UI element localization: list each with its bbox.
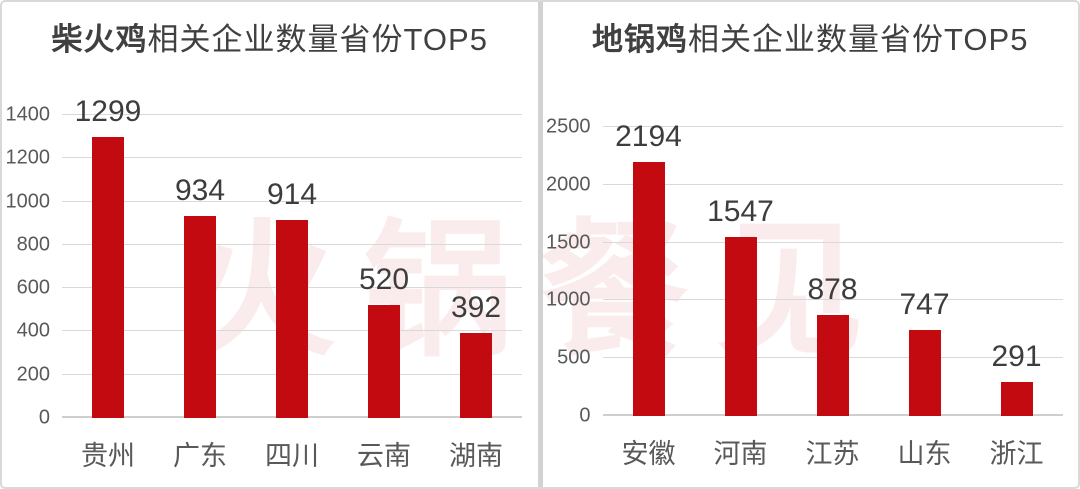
x-axis-category-label: 安徽 <box>621 439 676 469</box>
y-axis-tick-label: 1500 <box>546 231 591 254</box>
gridline-1000 <box>62 200 522 202</box>
x-axis-category-label: 云南 <box>357 441 411 471</box>
gridline-1000 <box>602 299 1063 301</box>
chart-title-chaihuoji: 柴火鸡相关企业数量省份TOP5 <box>2 14 538 59</box>
x-axis-category-label: 贵州 <box>81 441 135 471</box>
x-axis-category-label: 江苏 <box>805 439 860 469</box>
x-axis-category-label: 河南 <box>713 439 768 469</box>
y-axis-tick-label: 2000 <box>546 173 591 196</box>
y-axis-tick-label: 600 <box>16 276 50 299</box>
chart-title-keyword: 柴火鸡 <box>51 22 148 57</box>
bar-江苏 <box>816 314 849 416</box>
bar-value-label: 520 <box>358 263 410 297</box>
y-axis-tick-label: 200 <box>16 363 50 386</box>
y-axis-tick-label: 1400 <box>5 103 51 126</box>
y-axis-tick-label: 800 <box>16 233 50 256</box>
bar-云南 <box>368 305 400 418</box>
x-axis-category-label: 湖南 <box>449 441 503 471</box>
bar-河南 <box>724 237 757 416</box>
bar-浙江 <box>1000 382 1033 416</box>
y-axis-tick-label: 500 <box>557 346 591 369</box>
bar-value-label: 878 <box>807 272 858 306</box>
bar-value-label: 291 <box>991 340 1042 374</box>
y-axis-tick-label: 1000 <box>5 190 51 213</box>
y-axis-tick-label: 0 <box>38 406 50 429</box>
gridline-1200 <box>62 157 522 159</box>
y-axis-tick-label: 0 <box>579 404 591 427</box>
gridline-1500 <box>602 241 1063 243</box>
y-axis-tick-label: 1000 <box>546 288 591 311</box>
bar-湖南 <box>460 333 492 418</box>
x-axis-category-label: 四川 <box>265 441 319 471</box>
bar-安徽 <box>632 162 665 416</box>
gridline-1400 <box>62 114 522 115</box>
bar-value-label: 2194 <box>615 120 682 154</box>
bar-value-label: 392 <box>450 291 502 325</box>
y-axis-tick-label: 2500 <box>546 115 591 138</box>
bar-四川 <box>276 220 308 418</box>
bar-山东 <box>908 329 941 416</box>
bar-value-label: 1547 <box>707 195 774 229</box>
x-axis-category-label: 浙江 <box>989 439 1044 469</box>
gridline-2000 <box>602 183 1063 185</box>
y-axis-tick-label: 400 <box>16 319 50 342</box>
bar-value-label: 934 <box>174 173 226 207</box>
panel-divider <box>537 2 543 487</box>
chart-panel-chaihuoji: 柴火鸡相关企业数量省份TOP5 0 200 400 600 800 1000 1200 140… <box>2 2 538 487</box>
y-axis-tick-label: 1200 <box>5 146 51 169</box>
plot-area-chaihuoji: 0 200 400 600 800 1000 1200 1400 1299 贵州 934 广东 914 四… <box>6 95 522 471</box>
bar-value-label: 1299 <box>74 94 142 128</box>
plot-area-diguoji: 0 500 1000 1500 2000 2500 2194 安徽 1547 河南 878 江苏 747… <box>546 116 1063 469</box>
bar-广东 <box>184 215 216 418</box>
chart-title-diguoji: 地锅鸡相关企业数量省份TOP5 <box>543 14 1079 59</box>
chart-title-rest: 相关企业数量省份TOP5 <box>147 22 488 57</box>
bar-value-label: 747 <box>899 287 950 321</box>
x-axis-category-label: 山东 <box>897 439 952 469</box>
bar-value-label: 914 <box>266 178 318 212</box>
chart-title-keyword: 地锅鸡 <box>592 22 689 57</box>
bar-贵州 <box>92 136 124 418</box>
chart-panel-diguoji: 地锅鸡相关企业数量省份TOP5 0 500 1000 1500 2000 2500 2194… <box>543 2 1079 487</box>
gridline-2500 <box>602 126 1063 127</box>
chart-title-rest: 相关企业数量省份TOP5 <box>688 22 1029 57</box>
x-axis-category-label: 广东 <box>173 441 227 471</box>
